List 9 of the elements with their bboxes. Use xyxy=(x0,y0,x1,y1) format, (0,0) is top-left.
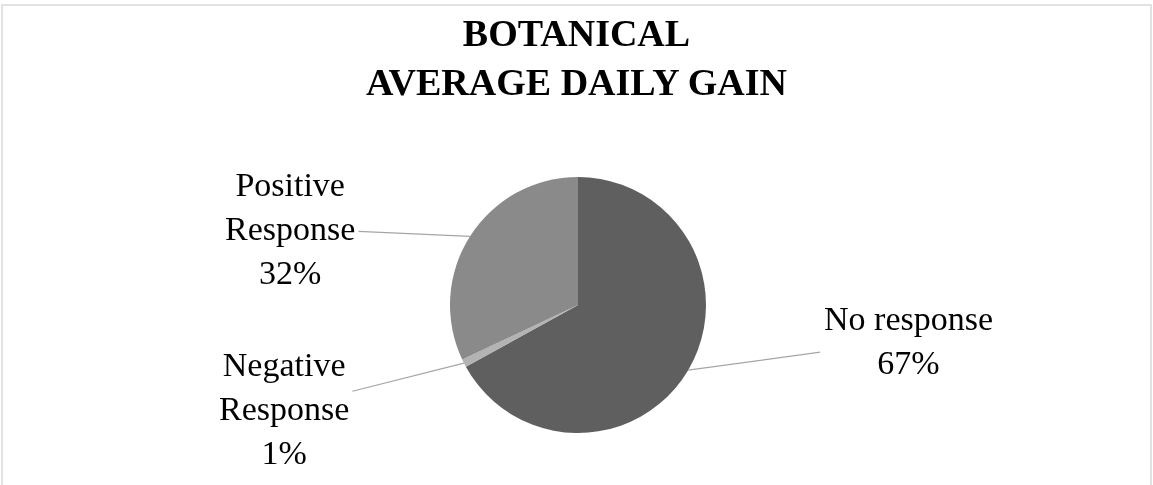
pie-slice xyxy=(465,177,706,433)
chart-title: BOTANICAL AVERAGE DAILY GAIN xyxy=(366,11,787,103)
data-label: 1% xyxy=(261,434,307,472)
slice-label: Negative Response xyxy=(219,346,350,428)
pie-slice xyxy=(450,177,578,360)
data-label: 32% xyxy=(259,254,322,292)
slice-label: No response xyxy=(824,300,994,337)
data-label: 67% xyxy=(877,344,940,382)
slice-label: Positive Response xyxy=(225,166,356,248)
